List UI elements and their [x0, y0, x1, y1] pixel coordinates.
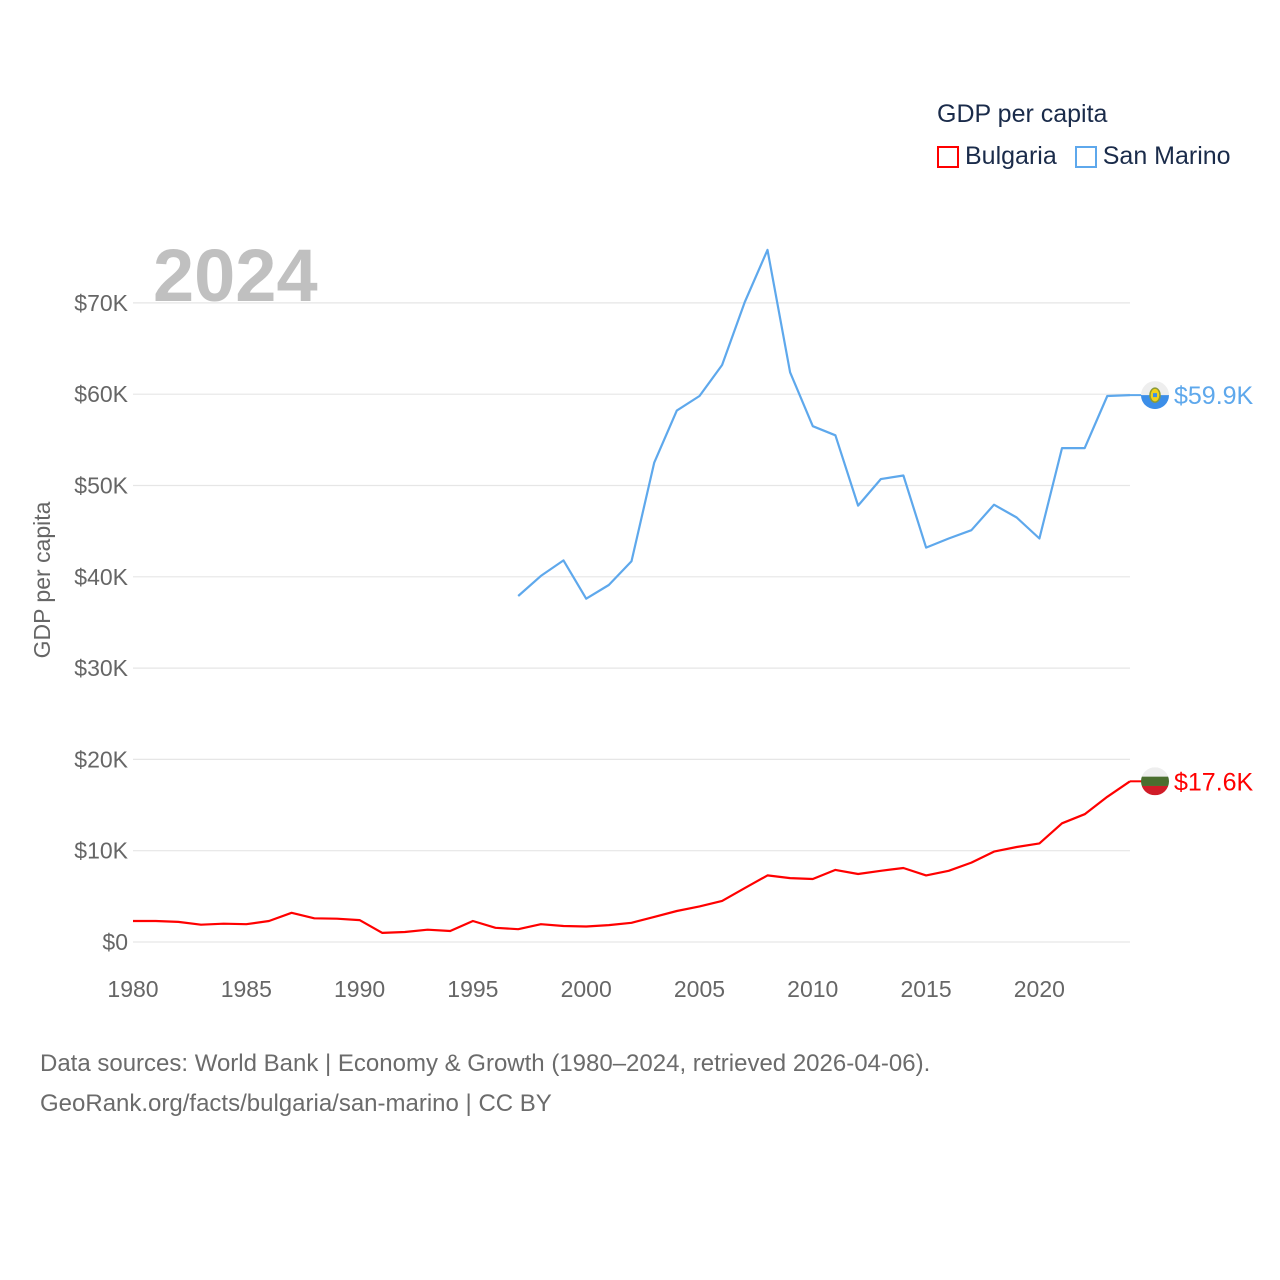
x-tick-label: 2015 [900, 976, 951, 1002]
san-marino-flag-icon [1141, 381, 1169, 410]
flag-stripe-red [1141, 785, 1169, 796]
year-watermark: 2024 [153, 234, 318, 317]
flag-stripe-green [1141, 776, 1169, 786]
x-tick-label: 1995 [447, 976, 498, 1002]
y-tick-label: $10K [74, 838, 128, 864]
y-tick-label: $20K [74, 746, 128, 772]
legend-item-san-marino[interactable]: San Marino [1074, 142, 1231, 171]
gridlines [133, 302, 1130, 943]
end-value-label: $59.9K [1174, 382, 1254, 410]
legend-item-bulgaria[interactable]: Bulgaria [937, 142, 1057, 171]
series-end-labels: $17.6K $59.9K [1130, 381, 1254, 796]
legend: Bulgaria San Marino [937, 142, 1231, 171]
y-tick-label: $70K [74, 290, 128, 316]
y-axis-ticks: $0 $10K $20K $30K $40K $50K $60K $70K [74, 290, 128, 955]
flag-body [1141, 767, 1169, 796]
flag-emblem-center [1153, 393, 1157, 398]
flag-body [1141, 381, 1169, 410]
y-tick-label: $0 [102, 929, 128, 955]
y-tick-label: $30K [74, 655, 128, 681]
y-tick-label: $50K [74, 473, 128, 499]
legend-title: GDP per capita [937, 100, 1108, 128]
x-axis-ticks: 1980 1985 1990 1995 2000 2005 2010 2015 2020 [107, 976, 1065, 1002]
y-axis-label: GDP per capita [29, 501, 55, 658]
x-tick-label: 2010 [787, 976, 838, 1002]
legend-label: San Marino [1102, 142, 1231, 170]
series-lines [133, 248, 1131, 935]
series-line-san-marino [517, 248, 1131, 600]
series-line-bulgaria [133, 780, 1131, 935]
san-marino-swatch-icon [1074, 145, 1097, 168]
y-tick-label: $60K [74, 381, 128, 407]
x-tick-label: 2005 [674, 976, 725, 1002]
bulgaria-swatch-icon [937, 145, 959, 168]
bulgaria-flag-icon [1141, 767, 1169, 796]
footer: Data sources: World Bank | Economy & Gro… [40, 1044, 930, 1124]
x-tick-label: 2020 [1014, 976, 1065, 1002]
x-tick-label: 1990 [334, 976, 385, 1002]
legend-label: Bulgaria [965, 142, 1057, 170]
flag-stripe-white [1141, 767, 1169, 777]
x-tick-label: 1985 [221, 976, 272, 1002]
source-link[interactable]: GeoRank.org/facts/bulgaria/san-marino | … [40, 1090, 552, 1117]
x-tick-label: 2000 [561, 976, 612, 1002]
y-tick-label: $40K [74, 564, 128, 590]
end-value-label: $17.6K [1174, 768, 1254, 796]
data-sources: Data sources: World Bank | Economy & Gro… [40, 1050, 931, 1077]
x-tick-label: 1980 [107, 976, 158, 1002]
